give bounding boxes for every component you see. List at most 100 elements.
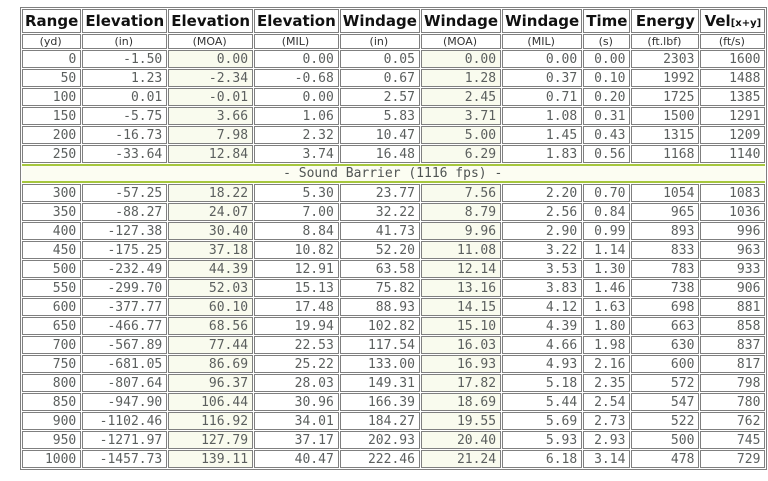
cell: 2.16 [583, 355, 631, 373]
cell: 881 [700, 298, 766, 316]
cell: 10.82 [254, 241, 339, 259]
column-header-label: Windage [505, 12, 580, 30]
cell: 1036 [700, 203, 766, 221]
cell: 1083 [700, 184, 766, 202]
cell: 12.84 [168, 145, 254, 163]
cell: 0.00 [420, 50, 502, 68]
cell: 2.93 [583, 431, 631, 449]
cell: -1457.73 [82, 450, 168, 468]
cell: 2.56 [502, 203, 583, 221]
cell: 3.71 [420, 107, 502, 125]
cell: 166.39 [339, 393, 420, 411]
cell: 0.43 [583, 126, 631, 144]
cell: -16.73 [82, 126, 168, 144]
cell: 0.67 [339, 69, 420, 87]
cell: 10.47 [339, 126, 420, 144]
table-row-range-750: 750 -681.05 86.69 25.22 133.00 16.93 4.93 2.16 6… [22, 355, 766, 373]
column-header-windage-5: Windage [420, 9, 502, 33]
cell: 0.70 [583, 184, 631, 202]
cell: 19.55 [420, 412, 502, 430]
column-header-time-7: Time [583, 9, 631, 33]
cell: 950 [22, 431, 82, 449]
cell: 1291 [700, 107, 766, 125]
cell: 0.56 [583, 145, 631, 163]
cell: 0.37 [502, 69, 583, 87]
column-unit-7: (s) [583, 34, 631, 49]
cell: 102.82 [339, 317, 420, 335]
cell: 900 [22, 412, 82, 430]
cell: 798 [700, 374, 766, 392]
cell: 1.63 [583, 298, 631, 316]
table-row-range-50: 50 1.23 -2.34 -0.68 0.67 1.28 0.37 0.10 1992 1488 [22, 69, 766, 87]
cell: 21.24 [420, 450, 502, 468]
column-header-subscript: [x+y] [730, 18, 762, 29]
column-header-label: Elevation [85, 12, 165, 30]
units-row: (yd) (in) (MOA) (MIL) (in) (MOA) (MIL) (s) (ft.l… [22, 34, 766, 49]
column-header-label: Time [586, 12, 628, 30]
cell: 450 [22, 241, 82, 259]
table-row-range-500: 500 -232.49 44.39 12.91 63.58 12.14 3.53 1.30 78… [22, 260, 766, 278]
table-row-range-0: 0 -1.50 0.00 0.00 0.05 0.00 0.00 0.00 2303 1600 [22, 50, 766, 68]
table-row-range-850: 850 -947.90 106.44 30.96 166.39 18.69 5.44 2.54… [22, 393, 766, 411]
column-header-label: Windage [342, 12, 417, 30]
cell: 550 [22, 279, 82, 297]
table-row-range-400: 400 -127.38 30.40 8.84 41.73 9.96 2.90 0.99 893 9… [22, 222, 766, 240]
cell: 1140 [700, 145, 766, 163]
cell: 2.54 [583, 393, 631, 411]
cell: 50 [22, 69, 82, 87]
cell: 40.47 [254, 450, 339, 468]
cell: 0.00 [254, 50, 339, 68]
cell: 300 [22, 184, 82, 202]
cell: 996 [700, 222, 766, 240]
cell: -947.90 [82, 393, 168, 411]
cell: 2.35 [583, 374, 631, 392]
column-header-label: Elevation [171, 12, 251, 30]
cell: 149.31 [339, 374, 420, 392]
sound-barrier-row: - Sound Barrier (1116 fps) - [22, 164, 766, 183]
column-header-label: Range [25, 12, 79, 30]
cell: 630 [631, 336, 700, 354]
cell: 3.14 [583, 450, 631, 468]
cell: 547 [631, 393, 700, 411]
cell: 5.93 [502, 431, 583, 449]
column-header-energy-8: Energy [631, 9, 700, 33]
cell: 1488 [700, 69, 766, 87]
table-row-range-650: 650 -466.77 68.56 19.94 102.82 15.10 4.39 1.80 6… [22, 317, 766, 335]
cell: 3.74 [254, 145, 339, 163]
column-header-label: Windage [423, 12, 499, 30]
cell: 2.57 [339, 88, 420, 106]
cell: 1.46 [583, 279, 631, 297]
cell: 5.00 [420, 126, 502, 144]
cell: 2.20 [502, 184, 583, 202]
cell: 600 [631, 355, 700, 373]
table-row-range-150: 150 -5.75 3.66 1.06 5.83 3.71 1.08 0.31 1500 1291 [22, 107, 766, 125]
cell: -1102.46 [82, 412, 168, 430]
column-unit-2: (MOA) [168, 34, 254, 49]
cell: 478 [631, 450, 700, 468]
cell: -807.64 [82, 374, 168, 392]
cell: 150 [22, 107, 82, 125]
cell: -232.49 [82, 260, 168, 278]
cell: 88.93 [339, 298, 420, 316]
column-unit-9: (ft/s) [700, 34, 766, 49]
cell: 200 [22, 126, 82, 144]
cell: 1168 [631, 145, 700, 163]
cell: 9.96 [420, 222, 502, 240]
cell: 0 [22, 50, 82, 68]
cell: 837 [700, 336, 766, 354]
table-row-range-700: 700 -567.89 77.44 22.53 117.54 16.03 4.66 1.98 6… [22, 336, 766, 354]
cell: -299.70 [82, 279, 168, 297]
cell: 600 [22, 298, 82, 316]
cell: 893 [631, 222, 700, 240]
cell: 1209 [700, 126, 766, 144]
cell: 500 [631, 431, 700, 449]
cell: -127.38 [82, 222, 168, 240]
cell: 1.98 [583, 336, 631, 354]
cell: 184.27 [339, 412, 420, 430]
cell: 0.84 [583, 203, 631, 221]
cell: 0.71 [502, 88, 583, 106]
cell: 5.69 [502, 412, 583, 430]
cell: 86.69 [168, 355, 254, 373]
cell: -175.25 [82, 241, 168, 259]
column-header-label: Energy [635, 12, 695, 30]
